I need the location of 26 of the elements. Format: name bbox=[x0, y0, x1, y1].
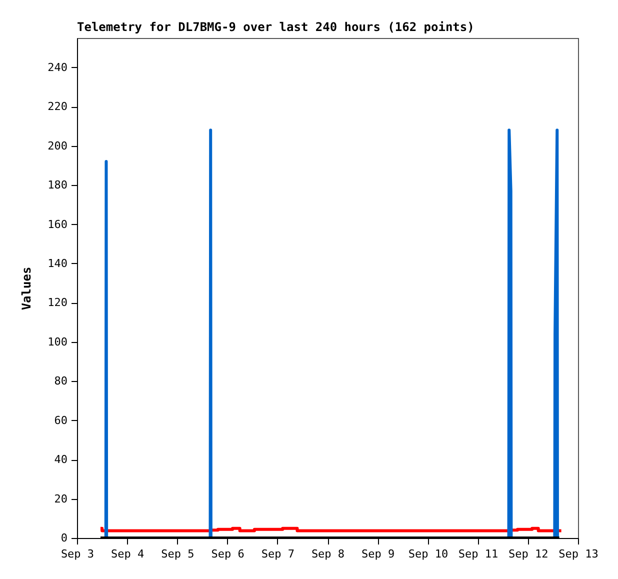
x-tick-label: Sep 13 bbox=[558, 548, 598, 560]
x-tick-label: Sep 7 bbox=[261, 548, 294, 560]
y-tick-label: 140 bbox=[48, 256, 68, 270]
x-tick-label: Sep 4 bbox=[111, 548, 145, 560]
y-tick-label: 160 bbox=[48, 218, 68, 231]
y-tick-label: 180 bbox=[48, 178, 68, 192]
x-tick-label: Sep 5 bbox=[161, 548, 194, 560]
y-tick-label: 40 bbox=[54, 453, 68, 466]
y-tick-label: 200 bbox=[48, 139, 68, 152]
x-tick-label: Sep 8 bbox=[311, 548, 345, 560]
x-tick-label: Sep 12 bbox=[508, 548, 548, 560]
x-tick-label: Sep 6 bbox=[211, 548, 244, 560]
x-tick-label: Sep 10 bbox=[408, 548, 448, 560]
y-tick-label: 60 bbox=[54, 414, 68, 427]
y-tick-label: 240 bbox=[48, 60, 68, 74]
x-tick-label: Sep 9 bbox=[362, 548, 395, 560]
chart-title: Telemetry for DL7BMG-9 over last 240 hours (162 points) bbox=[77, 20, 474, 34]
y-tick-label: 100 bbox=[48, 335, 68, 348]
y-tick-label: 80 bbox=[54, 374, 68, 388]
y-axis-title: Values bbox=[20, 266, 34, 310]
x-tick-label: Sep 11 bbox=[458, 548, 498, 560]
y-tick-label: 220 bbox=[48, 100, 68, 114]
y-tick-label: 20 bbox=[54, 492, 68, 506]
x-tick-label: Sep 3 bbox=[60, 548, 94, 560]
y-tick-label: 0 bbox=[60, 532, 68, 544]
y-tick-label: 120 bbox=[48, 296, 68, 310]
